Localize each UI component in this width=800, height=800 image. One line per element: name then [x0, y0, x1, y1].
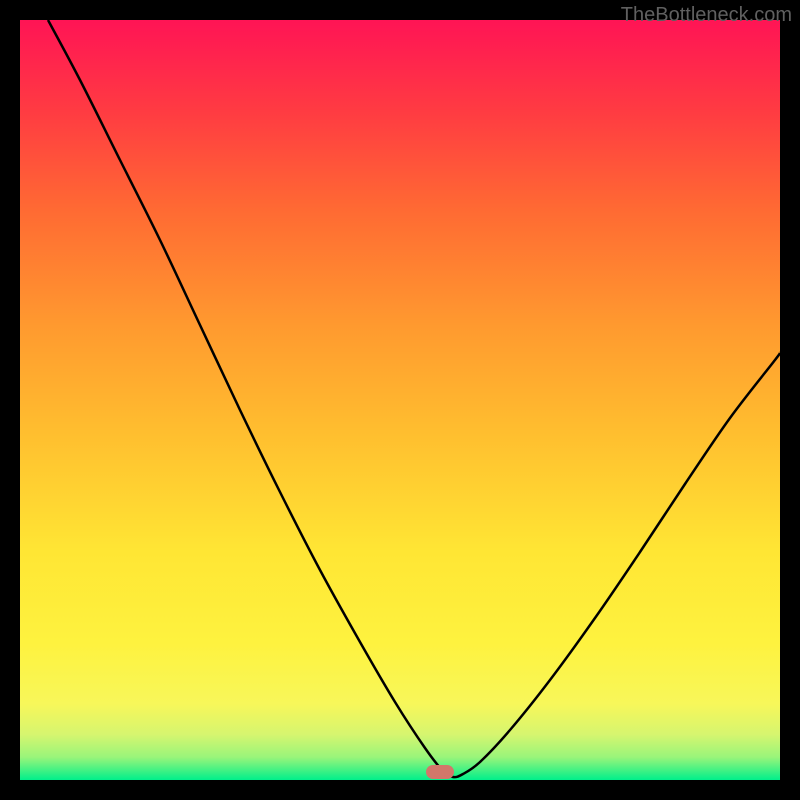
watermark-text: TheBottleneck.com: [621, 4, 792, 27]
bottleneck-curve: [20, 20, 780, 780]
curve-path: [48, 20, 780, 777]
chart-plot-area: [20, 20, 780, 780]
optimum-marker: [426, 765, 454, 779]
